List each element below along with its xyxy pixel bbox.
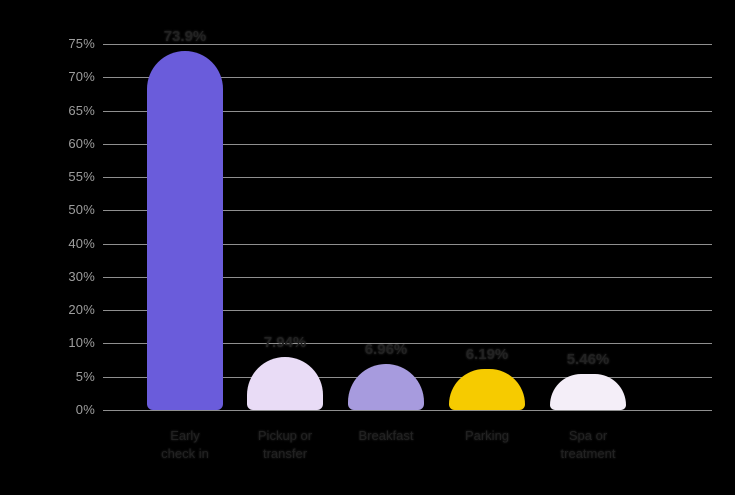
gridline bbox=[103, 343, 712, 345]
bar-value-label: 6.19% bbox=[465, 345, 509, 363]
gridline bbox=[103, 276, 712, 278]
y-axis-tick-label: 40% bbox=[68, 235, 95, 251]
y-axis-tick-label: 50% bbox=[68, 202, 95, 218]
gridline bbox=[103, 143, 712, 145]
y-axis-tick-label: 0% bbox=[75, 402, 95, 417]
bar-value-label: 7.94% bbox=[263, 334, 307, 352]
x-axis-label: Early check in bbox=[161, 428, 209, 461]
bar-5 bbox=[550, 373, 626, 410]
bar-value-label: 73.9% bbox=[163, 28, 207, 46]
gridline bbox=[103, 243, 712, 245]
gridline bbox=[103, 44, 712, 45]
y-axis-tick-label: 20% bbox=[68, 302, 95, 318]
bar-1 bbox=[147, 51, 223, 410]
gridline bbox=[103, 210, 712, 212]
y-axis-tick-label: 30% bbox=[68, 268, 95, 284]
y-axis-tick-label: 5% bbox=[75, 368, 95, 384]
gridline bbox=[103, 110, 712, 112]
x-axis-label: Spa or treatment bbox=[560, 428, 616, 461]
gridline bbox=[103, 177, 712, 179]
gridline bbox=[103, 77, 712, 79]
y-axis-tick-label: 70% bbox=[68, 69, 95, 85]
bar-value-label: 6.96% bbox=[364, 340, 408, 358]
y-axis-tick-label: 60% bbox=[68, 135, 95, 151]
gridline bbox=[103, 310, 712, 312]
gridline bbox=[103, 410, 712, 411]
y-axis-tick-label: 75% bbox=[68, 36, 95, 51]
y-axis-tick-label: 65% bbox=[68, 102, 95, 118]
y-axis-tick-label: 10% bbox=[68, 335, 95, 351]
x-axis-label: Parking bbox=[464, 428, 510, 443]
bar-4 bbox=[449, 368, 525, 410]
bar-value-label: 5.46% bbox=[566, 350, 610, 368]
x-axis-label: Pickup or transfer bbox=[257, 428, 313, 461]
plot-area bbox=[103, 44, 712, 411]
bar-2 bbox=[247, 357, 323, 410]
y-axis-tick-label: 55% bbox=[68, 169, 95, 185]
x-axis-label: Breakfast bbox=[358, 428, 414, 443]
bar-3 bbox=[348, 363, 424, 410]
